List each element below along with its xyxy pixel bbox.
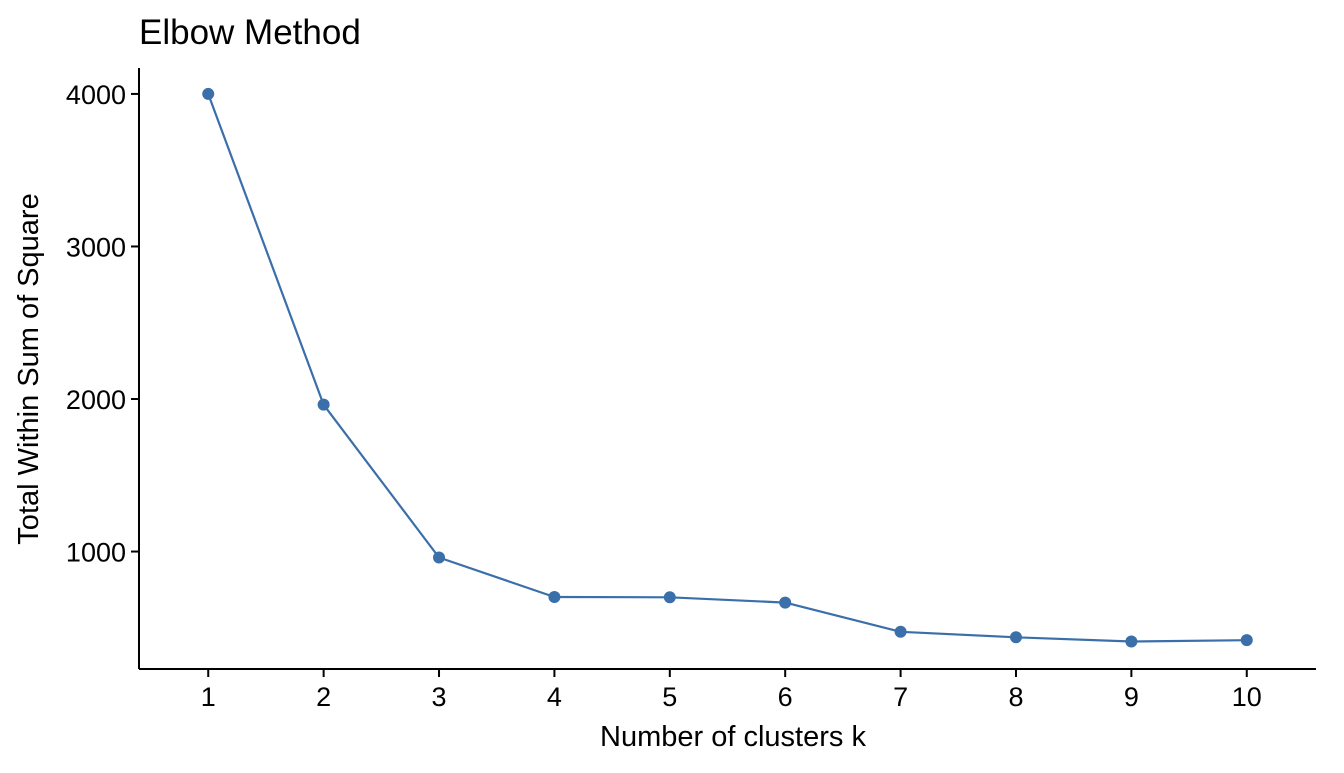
data-point bbox=[1009, 631, 1022, 644]
y-axis-title: Total Within Sum of Square bbox=[13, 193, 45, 544]
data-point bbox=[894, 625, 907, 638]
x-tick-label: 7 bbox=[893, 682, 908, 712]
series-layer bbox=[202, 87, 1253, 648]
data-point bbox=[1125, 635, 1138, 648]
data-point bbox=[779, 596, 792, 609]
y-tick-label: 2000 bbox=[66, 385, 126, 415]
x-tick-label: 2 bbox=[316, 682, 331, 712]
data-point bbox=[433, 551, 446, 564]
data-point bbox=[548, 591, 561, 604]
x-tick-label: 5 bbox=[662, 682, 677, 712]
x-tick-label: 1 bbox=[201, 682, 216, 712]
axes bbox=[138, 68, 1316, 670]
y-tick-label: 3000 bbox=[66, 232, 126, 262]
y-tick-label: 4000 bbox=[66, 80, 126, 110]
data-point bbox=[663, 591, 676, 604]
data-point bbox=[1240, 634, 1253, 647]
x-tick-label: 3 bbox=[432, 682, 447, 712]
x-tick-label: 4 bbox=[547, 682, 562, 712]
series-line bbox=[207, 93, 1247, 643]
x-tick-label: 8 bbox=[1008, 682, 1023, 712]
x-axis-title: Number of clusters k bbox=[600, 721, 866, 753]
x-tick-label: 10 bbox=[1232, 682, 1262, 712]
x-tick-label: 6 bbox=[778, 682, 793, 712]
y-tick-label: 1000 bbox=[66, 538, 126, 568]
x-tick-label: 9 bbox=[1124, 682, 1139, 712]
chart-title: Elbow Method bbox=[139, 13, 361, 52]
data-point bbox=[202, 87, 215, 100]
data-point bbox=[317, 398, 330, 411]
y-axis-ticks: 1000 2000 3000 4000 bbox=[66, 80, 139, 568]
x-axis-ticks: 1 2 3 4 5 6 7 8 9 10 bbox=[201, 669, 1262, 712]
